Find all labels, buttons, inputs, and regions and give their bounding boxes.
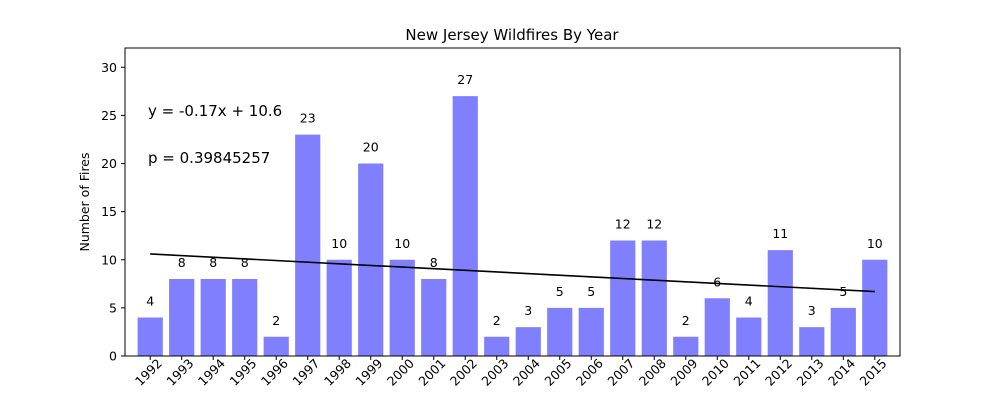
data-label-1993: 8	[178, 255, 186, 270]
x-tick-label-2011: 2011	[730, 356, 763, 389]
bar-1993	[169, 279, 195, 356]
bar-1996	[263, 336, 289, 356]
x-tick-label-2013: 2013	[793, 356, 826, 389]
y-tick-label-15: 15	[101, 204, 117, 219]
bar-1998	[326, 259, 352, 356]
data-label-2002: 27	[457, 72, 473, 87]
x-tick-label-2001: 2001	[415, 356, 448, 389]
chart-title: New Jersey Wildfires By Year	[405, 26, 619, 44]
x-tick-label-2000: 2000	[384, 356, 417, 389]
data-label-2005: 5	[556, 284, 564, 299]
y-tick-label-10: 10	[101, 252, 117, 267]
x-tick-label-2006: 2006	[573, 356, 606, 389]
data-label-1997: 23	[300, 111, 316, 126]
y-tick-label-0: 0	[109, 349, 117, 364]
bar-1992	[137, 317, 163, 356]
x-tick-label-2005: 2005	[541, 356, 574, 389]
data-label-1994: 8	[209, 255, 217, 270]
x-tick-label-1994: 1994	[195, 356, 228, 389]
data-label-2008: 12	[646, 217, 662, 232]
data-label-2014: 5	[839, 284, 847, 299]
x-axis-ticks: 1992199319941995199619971998199920002001…	[132, 356, 890, 389]
data-label-1999: 20	[363, 140, 379, 155]
bar-1999	[358, 163, 384, 356]
x-tick-label-1997: 1997	[289, 356, 322, 389]
bar-2008	[641, 240, 667, 356]
trendline-p-value: p = 0.39845257	[148, 149, 270, 167]
data-label-2015: 10	[867, 236, 883, 251]
plot-frame	[124, 47, 901, 357]
data-label-2012: 11	[772, 226, 788, 241]
data-label-2003: 2	[493, 313, 501, 328]
y-tick-label-20: 20	[101, 156, 117, 171]
x-tick-label-1998: 1998	[321, 356, 354, 389]
bar-1997	[295, 134, 321, 356]
data-label-1998: 10	[331, 236, 347, 251]
x-tick-label-1995: 1995	[226, 356, 259, 389]
data-label-2009: 2	[682, 313, 690, 328]
bar-1995	[232, 279, 258, 356]
x-tick-label-2010: 2010	[699, 356, 732, 389]
y-axis-ticks: 0 5 10 15 20 25 30	[101, 60, 125, 364]
x-tick-label-2002: 2002	[447, 356, 480, 389]
x-tick-label-1999: 1999	[352, 356, 385, 389]
data-label-2007: 12	[615, 217, 631, 232]
x-tick-label-2014: 2014	[825, 356, 858, 389]
bar-2002	[452, 96, 478, 356]
data-label-2013: 3	[808, 303, 816, 318]
bar-2012	[767, 250, 793, 356]
y-tick-label-25: 25	[101, 108, 117, 123]
bar-2007	[610, 240, 636, 356]
x-tick-label-2008: 2008	[636, 356, 669, 389]
x-tick-label-2004: 2004	[510, 356, 543, 389]
x-tick-label-1996: 1996	[258, 356, 291, 389]
data-label-2006: 5	[587, 284, 595, 299]
bar-1994	[200, 279, 226, 356]
trendline	[150, 253, 875, 293]
data-label-2000: 10	[394, 236, 410, 251]
bar-2013	[799, 327, 825, 356]
bar-2014	[830, 307, 856, 356]
bar-2011	[736, 317, 762, 356]
bars-group	[137, 96, 888, 356]
bar-2010	[704, 298, 730, 356]
bar-2005	[547, 307, 573, 356]
y-tick-label-30: 30	[101, 60, 117, 75]
data-label-2004: 3	[524, 303, 532, 318]
x-tick-label-2009: 2009	[667, 356, 700, 389]
data-label-2001: 8	[430, 255, 438, 270]
trendline-equation: y = -0.17x + 10.6	[148, 102, 282, 120]
bar-2001	[421, 279, 447, 356]
x-tick-label-2007: 2007	[604, 356, 637, 389]
y-axis-label: Number of Fires	[77, 152, 92, 251]
bar-2004	[515, 327, 541, 356]
bar-2009	[673, 336, 699, 356]
bar-2000	[389, 259, 415, 356]
x-tick-label-2012: 2012	[762, 356, 795, 389]
data-label-2010: 6	[713, 274, 721, 289]
x-tick-label-1992: 1992	[132, 356, 165, 389]
data-label-1996: 2	[272, 313, 280, 328]
y-tick-label-5: 5	[109, 300, 117, 315]
x-tick-label-1993: 1993	[163, 356, 196, 389]
bar-2006	[578, 307, 604, 356]
bar-2015	[862, 259, 888, 356]
data-label-1992: 4	[146, 294, 154, 309]
data-label-2011: 4	[745, 294, 753, 309]
x-tick-label-2015: 2015	[856, 356, 889, 389]
x-tick-label-2003: 2003	[478, 356, 511, 389]
bar-2003	[484, 336, 510, 356]
data-label-1995: 8	[241, 255, 249, 270]
